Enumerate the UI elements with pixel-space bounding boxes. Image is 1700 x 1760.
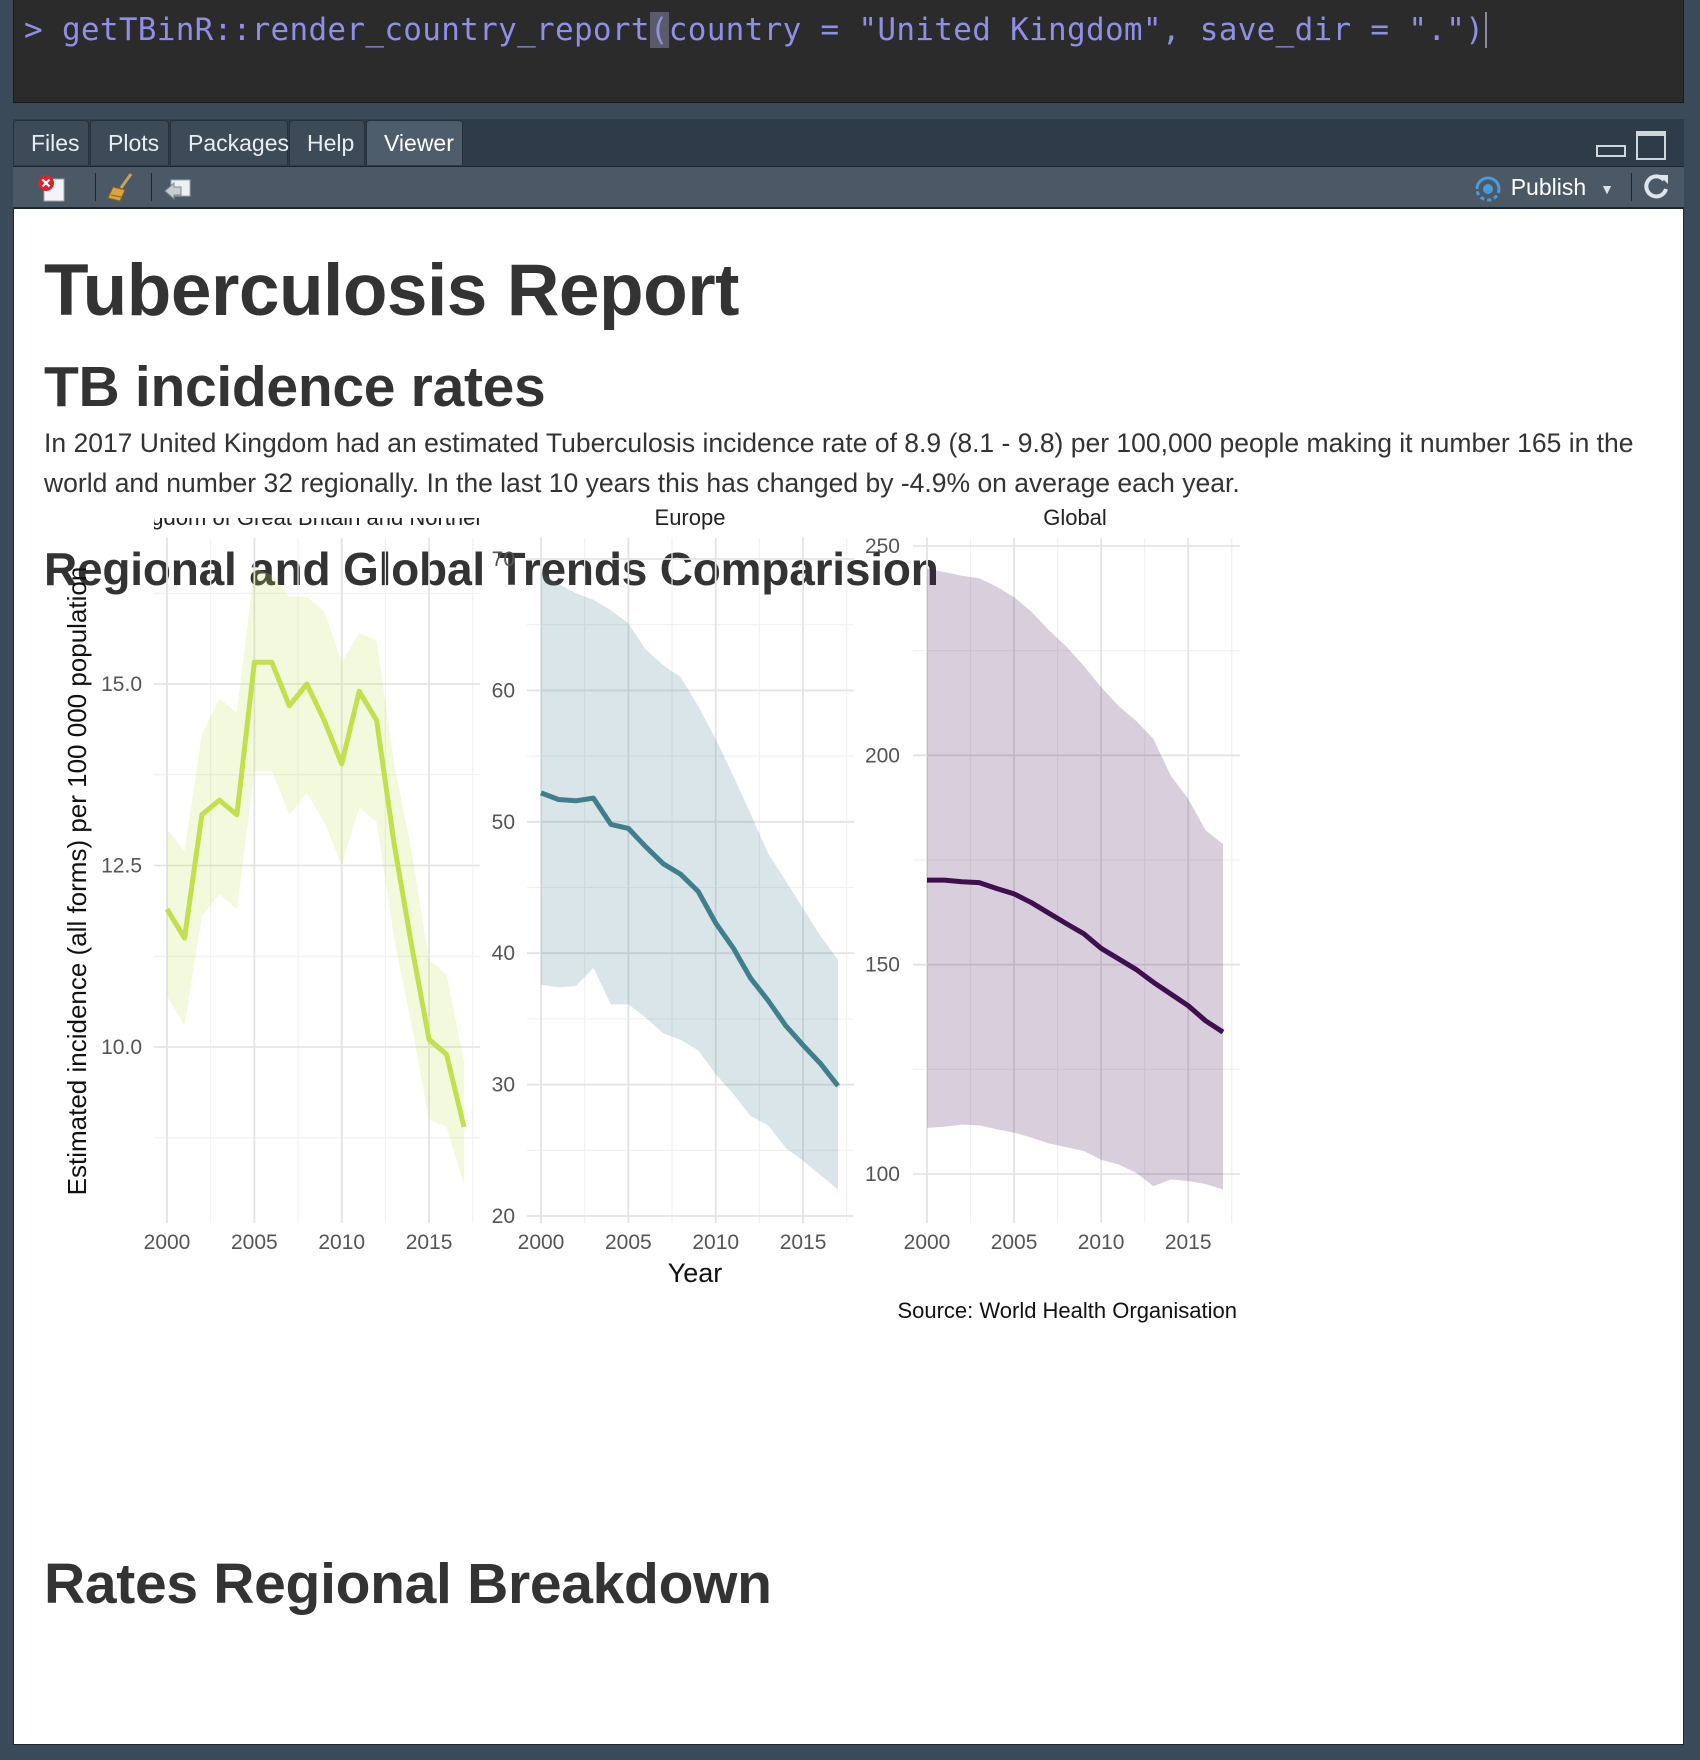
section-heading-breakdown: Rates Regional Breakdown <box>44 1552 772 1616</box>
y-tick-label: 15.0 <box>101 673 142 696</box>
export-button[interactable] <box>161 171 195 203</box>
y-tick-label: 250 <box>865 535 900 558</box>
chevron-down-icon[interactable]: ▼ <box>1600 180 1614 197</box>
tab-files[interactable]: Files <box>13 120 89 165</box>
panel-title: ngdom of Great Britain and Northern <box>139 505 495 530</box>
y-tick-label: 150 <box>865 954 900 977</box>
remove-icon <box>38 175 65 202</box>
clear-viewer-button[interactable] <box>35 171 69 203</box>
series-line <box>927 877 1225 1035</box>
refresh-icon <box>1644 174 1668 199</box>
tab-help[interactable]: Help <box>289 120 365 165</box>
incidence-summary: In 2017 United Kingdom had an estimated … <box>44 428 1634 498</box>
x-tick-label: 2000 <box>144 1231 191 1254</box>
panel-title: Global <box>1043 505 1107 530</box>
clear-all-button[interactable] <box>105 171 139 203</box>
y-tick-label: 30 <box>492 1074 515 1097</box>
publish-icon <box>1475 176 1501 202</box>
x-tick-label: 2015 <box>1165 1231 1212 1254</box>
series-line <box>164 659 467 1128</box>
console-code-args: country = "United Kingdom", save_dir = "… <box>668 12 1485 48</box>
refresh-button[interactable] <box>1640 171 1674 203</box>
x-tick-label: 2005 <box>231 1231 278 1254</box>
source-caption: Source: World Health Organisation <box>897 1298 1237 1323</box>
confidence-ribbon <box>167 567 464 1185</box>
y-tick-label: 20 <box>492 1205 515 1228</box>
y-tick-label: 70 <box>492 548 515 571</box>
x-tick-label: 2000 <box>518 1231 565 1254</box>
publish-button[interactable]: Publish ▼ <box>1473 171 1614 203</box>
x-tick-label: 2010 <box>318 1231 365 1254</box>
page-title: Tuberculosis Report <box>44 250 739 331</box>
tab-packages[interactable]: Packages <box>170 120 289 165</box>
x-tick-label: 2015 <box>780 1231 827 1254</box>
console-command-line[interactable]: > getTBinR::render_country_report(countr… <box>24 12 1488 48</box>
chart-panel-2: 20 30 40 50 60 70 2000 2005 2010 2015 Europe <box>492 505 854 1254</box>
viewer-content[interactable]: Tuberculosis Report TB incidence rates I… <box>13 208 1684 1745</box>
publish-label: Publish <box>1510 174 1587 200</box>
x-tick-label: 2005 <box>991 1231 1038 1254</box>
y-axis-label: Estimated incidence (all forms) per 100 … <box>62 567 92 1196</box>
pane-tab-bar: Files Plots Packages Help Viewer <box>13 119 1684 167</box>
series-line <box>540 790 840 1088</box>
y-tick-label: 200 <box>865 744 900 767</box>
y-tick-label: 40 <box>492 942 515 965</box>
viewer-pane: Files Plots Packages Help Viewer <box>13 119 1684 1745</box>
minimize-pane-icon[interactable] <box>1596 145 1626 157</box>
y-tick-label: 50 <box>492 811 515 834</box>
viewer-toolbar: Publish ▼ <box>13 167 1684 208</box>
y-tick-label: 12.5 <box>101 855 142 878</box>
x-tick-label: 2010 <box>692 1231 739 1254</box>
chart-panel-3: 100 150 200 250 2000 2005 2010 2015 Global <box>865 505 1240 1254</box>
x-tick-label: 2010 <box>1078 1231 1125 1254</box>
x-tick-label: 2005 <box>605 1231 652 1254</box>
y-tick-label: 60 <box>492 679 515 702</box>
section-heading-incidence: TB incidence rates <box>44 355 546 419</box>
export-icon <box>164 179 191 201</box>
broom-icon <box>107 173 133 202</box>
confidence-ribbon <box>927 568 1223 1190</box>
x-axis-label: Year <box>668 1258 723 1288</box>
x-tick-label: 2015 <box>406 1231 453 1254</box>
x-tick-label: 2000 <box>904 1231 951 1254</box>
y-tick-label: 10.0 <box>101 1036 142 1059</box>
tab-plots[interactable]: Plots <box>90 120 169 165</box>
panel-title: Europe <box>655 505 726 530</box>
console-code: getTBinR::render_country_report <box>61 12 650 48</box>
matched-paren: ( <box>649 12 669 48</box>
maximize-pane-icon[interactable] <box>1636 131 1666 160</box>
console-prompt: > <box>24 12 43 48</box>
y-tick-label: 100 <box>865 1163 900 1186</box>
r-console[interactable]: > getTBinR::render_country_report(countr… <box>13 0 1684 103</box>
section-heading-trends: Regional and Global Trends Comparision <box>44 543 939 595</box>
trends-chart: 10.0 12.5 15.0 2000 2005 2010 2015 ngdom of Gre… <box>62 505 1240 1323</box>
chart-panel-1: 10.0 12.5 15.0 2000 2005 2010 2015 ngdom of Gre… <box>101 505 495 1254</box>
tab-viewer[interactable]: Viewer <box>366 120 463 165</box>
